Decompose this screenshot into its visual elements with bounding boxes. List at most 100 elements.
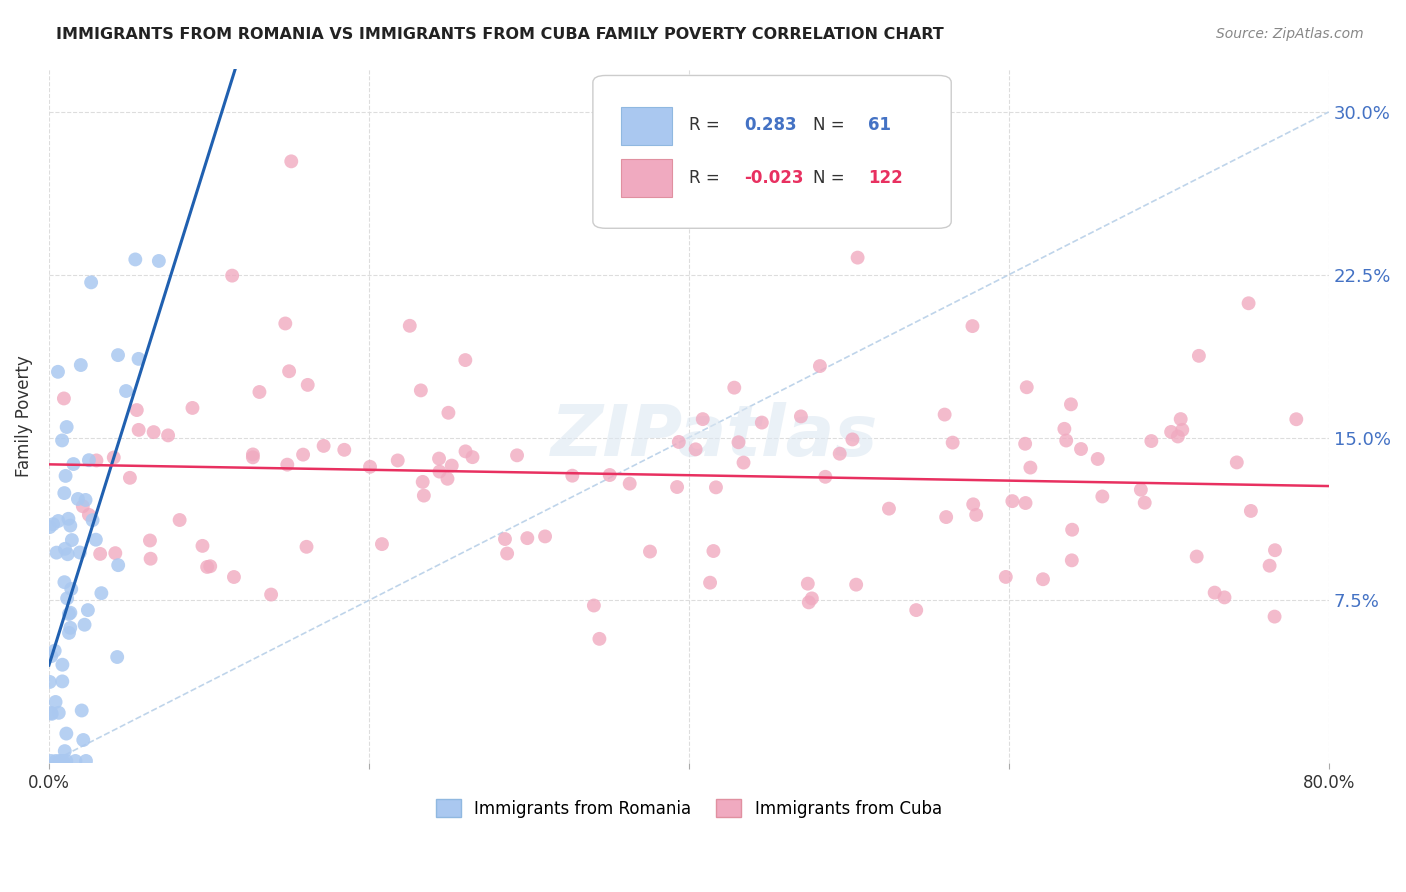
Point <box>53 744 76 758</box>
Point <box>276 458 298 472</box>
Point <box>58 626 80 640</box>
Point <box>55 469 77 483</box>
Point <box>280 154 302 169</box>
Point <box>249 384 271 399</box>
Point <box>62 457 84 471</box>
Point <box>727 435 749 450</box>
Point <box>800 591 823 606</box>
Point <box>429 465 451 479</box>
Point <box>274 317 297 331</box>
Point <box>841 433 863 447</box>
Point <box>55 726 77 740</box>
Point <box>1204 585 1226 599</box>
Point <box>55 420 77 434</box>
Point <box>1014 436 1036 450</box>
Point <box>103 450 125 465</box>
Point <box>797 576 820 591</box>
Point <box>436 472 458 486</box>
Point <box>619 476 641 491</box>
Point <box>86 453 108 467</box>
Point <box>942 435 965 450</box>
Text: Source: ZipAtlas.com: Source: ZipAtlas.com <box>1216 27 1364 41</box>
Point <box>359 459 381 474</box>
Point <box>51 434 73 448</box>
Point <box>702 544 724 558</box>
Point <box>77 453 100 467</box>
Point <box>588 632 610 646</box>
Point <box>1240 504 1263 518</box>
Point <box>1171 423 1194 437</box>
Point <box>107 558 129 573</box>
Point <box>534 529 557 543</box>
Point <box>668 434 690 449</box>
Point <box>39 649 62 664</box>
Point <box>962 319 984 334</box>
Point <box>41 706 63 721</box>
Text: -0.023: -0.023 <box>744 169 803 186</box>
Point <box>454 444 477 458</box>
Point <box>845 577 868 591</box>
Point <box>934 408 956 422</box>
Point <box>1213 591 1236 605</box>
Point <box>242 450 264 465</box>
Point <box>60 533 83 547</box>
Point <box>69 358 91 372</box>
Point <box>77 603 100 617</box>
Point <box>506 448 529 462</box>
Point <box>75 492 97 507</box>
Point <box>148 254 170 268</box>
Point <box>45 546 67 560</box>
Point <box>75 754 97 768</box>
Point <box>90 586 112 600</box>
Point <box>46 514 69 528</box>
Point <box>56 547 79 561</box>
Point <box>638 544 661 558</box>
Point <box>59 518 82 533</box>
Point <box>242 447 264 461</box>
Point <box>412 475 434 489</box>
Point <box>58 607 80 621</box>
Point <box>1019 460 1042 475</box>
FancyBboxPatch shape <box>621 159 672 197</box>
Point <box>905 603 928 617</box>
Point <box>440 458 463 473</box>
Point <box>437 406 460 420</box>
Point <box>1060 553 1083 567</box>
Point <box>181 401 204 415</box>
Point <box>1264 543 1286 558</box>
Point <box>599 468 621 483</box>
Point <box>1285 412 1308 426</box>
Point <box>128 423 150 437</box>
Point <box>561 468 583 483</box>
Point <box>1001 494 1024 508</box>
Point <box>1060 397 1083 411</box>
Text: IMMIGRANTS FROM ROMANIA VS IMMIGRANTS FROM CUBA FAMILY POVERTY CORRELATION CHART: IMMIGRANTS FROM ROMANIA VS IMMIGRANTS FR… <box>56 27 943 42</box>
Point <box>1070 442 1092 456</box>
Point <box>107 348 129 362</box>
Point <box>38 675 60 690</box>
Point <box>51 754 73 768</box>
Point <box>1062 523 1084 537</box>
Point <box>292 448 315 462</box>
Point <box>142 425 165 439</box>
Point <box>1014 496 1036 510</box>
Point <box>125 403 148 417</box>
Point <box>53 575 76 590</box>
Point <box>73 617 96 632</box>
Point <box>52 392 75 406</box>
Point <box>82 513 104 527</box>
Point <box>828 447 851 461</box>
Point <box>704 480 727 494</box>
Point <box>1167 429 1189 443</box>
Text: N =: N = <box>813 117 849 135</box>
Point <box>1087 452 1109 467</box>
Point <box>128 351 150 366</box>
FancyBboxPatch shape <box>621 107 672 145</box>
Point <box>46 365 69 379</box>
Point <box>994 570 1017 584</box>
Point <box>221 268 243 283</box>
Point <box>454 353 477 368</box>
Point <box>733 456 755 470</box>
Point <box>398 318 420 333</box>
Point <box>1170 412 1192 426</box>
